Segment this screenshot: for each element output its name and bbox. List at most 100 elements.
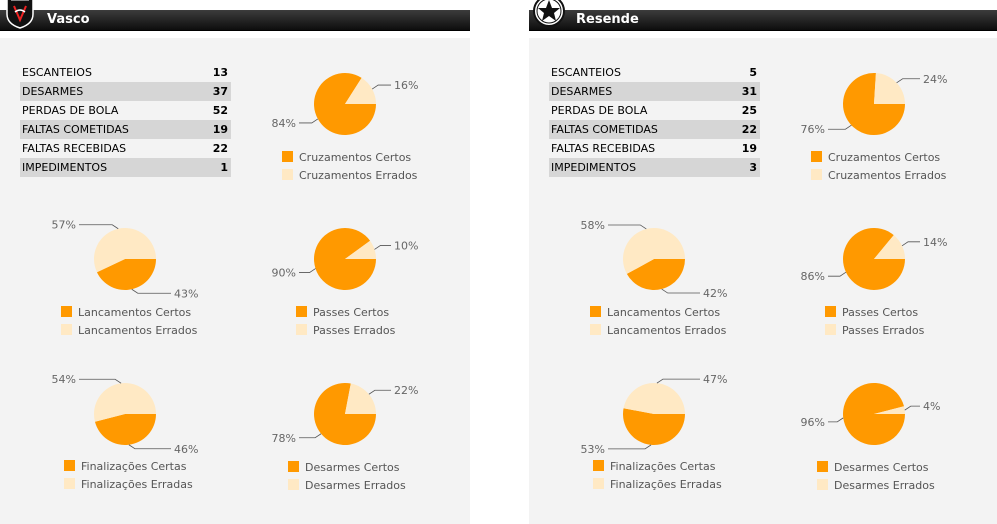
legend-label: Passes Errados (842, 324, 925, 337)
vasco-crest-icon (6, 0, 34, 29)
stat-value: 25 (741, 104, 757, 117)
pie-slice-certos (314, 227, 376, 290)
leader-line (371, 84, 391, 90)
legend-swatch-certos (817, 461, 828, 472)
legend-swatch-errados (288, 479, 299, 490)
legend-label: Finalizações Erradas (81, 478, 193, 491)
stat-label: DESARMES (22, 85, 84, 98)
legend-label: Passes Certos (313, 306, 389, 319)
team-header: Vasco (0, 10, 470, 31)
pct-label-certos: 78% (272, 432, 296, 445)
stat-row: IMPEDIMENTOS 3 (549, 158, 760, 177)
leader-line (299, 268, 316, 273)
legend-label: Lancamentos Certos (78, 306, 191, 319)
stat-label: DESARMES (551, 85, 613, 98)
stat-row: FALTAS COMETIDAS 22 (549, 120, 760, 139)
pct-label-errados: 10% (394, 239, 418, 252)
stat-value: 5 (749, 66, 757, 79)
legend-swatch-certos (61, 306, 72, 317)
legend-swatch-errados (593, 478, 604, 489)
pie-slice-certos (96, 259, 156, 290)
leader-line (608, 444, 652, 450)
stat-value: 19 (212, 123, 228, 136)
legend-label: Cruzamentos Certos (299, 151, 411, 164)
leader-line (828, 417, 844, 423)
pie-slice-errados (345, 383, 376, 414)
legend-label: Cruzamentos Errados (828, 169, 947, 182)
stat-label: PERDAS DE BOLA (551, 104, 648, 117)
stat-row: PERDAS DE BOLA 25 (549, 101, 760, 120)
leader-line (299, 433, 322, 439)
legend-swatch-errados (64, 478, 75, 489)
legend-label: Passes Errados (313, 324, 396, 337)
leader-line (828, 271, 847, 277)
pie-chart: 57% 43% Lancamentos Certos Lancamentos Erra… (52, 219, 199, 337)
leader-line (128, 444, 171, 450)
leader-line (896, 78, 920, 84)
pie-slice-certos (94, 414, 156, 445)
legend-swatch-certos (288, 461, 299, 472)
stats-table: ESCANTEIOS 13 DESARMES 37 PERDAS DE BOLA 52… (20, 63, 231, 177)
stat-row: IMPEDIMENTOS 1 (20, 158, 231, 177)
legend-swatch-errados (825, 324, 836, 335)
team-panel-resende: Resende ESCANTEIOS 5 DESARMES 31 PERDAS DE… (529, 0, 997, 524)
legend-label: Desarmes Errados (834, 479, 935, 492)
pct-label-certos: 96% (801, 416, 825, 429)
legend-swatch-certos (296, 306, 307, 317)
legend-label: Desarmes Errados (305, 479, 406, 492)
leader-line (131, 288, 171, 294)
stat-label: ESCANTEIOS (551, 66, 621, 79)
stat-row: FALTAS RECEBIDAS 19 (549, 139, 760, 158)
legend-label: Lancamentos Errados (607, 324, 727, 337)
stat-label: PERDAS DE BOLA (22, 104, 119, 117)
team-name: Vasco (47, 12, 90, 27)
pie-slice-errados (345, 240, 376, 259)
leader-line (374, 245, 391, 250)
leader-line (79, 378, 122, 384)
leader-line (79, 224, 119, 230)
leader-line (608, 224, 647, 230)
legend-swatch-certos (593, 460, 604, 471)
pie-chart: 14% 86% Passes Certos Passes Errados (801, 228, 947, 337)
legend-swatch-certos (590, 306, 601, 317)
legend-label: Passes Certos (842, 306, 918, 319)
stat-label: ESCANTEIOS (22, 66, 92, 79)
pct-label-certos: 84% (272, 117, 296, 130)
leader-line (828, 124, 852, 130)
pct-label-certos: 90% (272, 267, 296, 280)
pct-label-errados: 47% (703, 373, 727, 386)
stat-label: FALTAS RECEBIDAS (22, 142, 127, 155)
stat-row: FALTAS COMETIDAS 19 (20, 120, 231, 139)
pct-label-certos: 46% (174, 443, 198, 456)
legend-label: Lancamentos Errados (78, 324, 198, 337)
stat-row: DESARMES 37 (20, 82, 231, 101)
legend-swatch-certos (282, 151, 293, 162)
stat-value: 1 (220, 161, 228, 174)
pie-chart: 54% 46% Finalizações Certas Finalizações Er… (52, 373, 199, 491)
pie-chart: 58% 42% Lancamentos Certos Lancamentos Erra… (581, 219, 728, 337)
pie-slice-errados (94, 383, 156, 422)
pct-label-errados: 24% (923, 73, 947, 86)
pct-label-errados: 54% (52, 373, 76, 386)
pie-chart: 4% 96% Desarmes Certos Desarmes Errados (801, 382, 940, 492)
legend-label: Finalizações Certas (81, 460, 187, 473)
legend-swatch-errados (296, 324, 307, 335)
leader-line (661, 288, 700, 294)
stat-label: IMPEDIMENTOS (551, 161, 637, 174)
pct-label-certos: 86% (801, 270, 825, 283)
stat-label: FALTAS COMETIDAS (551, 123, 658, 136)
pct-label-certos: 53% (581, 443, 605, 456)
leader-line (299, 118, 319, 124)
stat-value: 22 (212, 142, 228, 155)
pct-label-certos: 76% (801, 123, 825, 136)
stat-row: DESARMES 31 (549, 82, 760, 101)
pie-chart: 10% 90% Passes Certos Passes Errados (272, 227, 418, 337)
stat-label: FALTAS COMETIDAS (22, 123, 129, 136)
resende-crest-icon (533, 0, 565, 27)
legend-label: Desarmes Certos (305, 461, 400, 474)
pie-slice-certos (623, 408, 685, 445)
pct-label-errados: 22% (394, 384, 418, 397)
stats-table: ESCANTEIOS 5 DESARMES 31 PERDAS DE BOLA 25 … (549, 63, 760, 177)
legend-label: Finalizações Erradas (610, 478, 722, 491)
stat-label: FALTAS RECEBIDAS (551, 142, 656, 155)
